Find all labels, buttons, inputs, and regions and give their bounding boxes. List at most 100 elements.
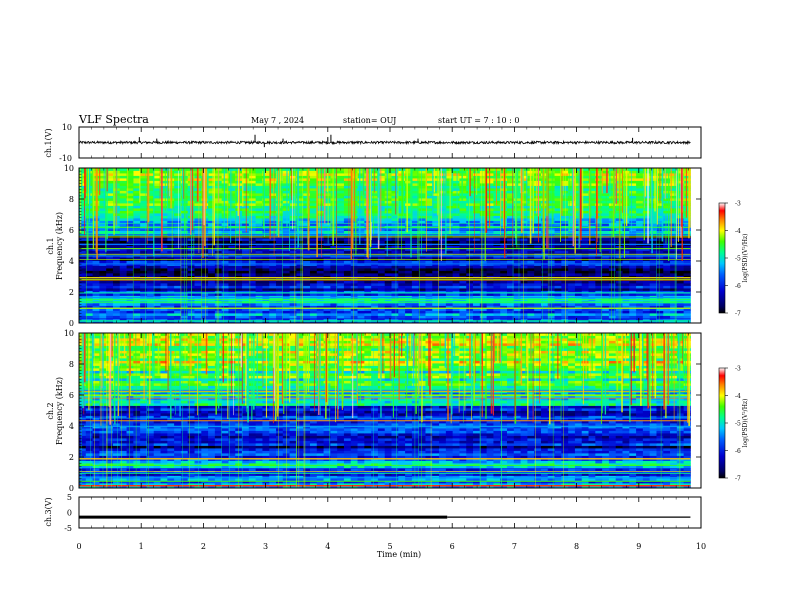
ch1-spectrogram-cell <box>663 190 671 194</box>
ch1-spectrogram-cell <box>513 215 521 219</box>
ch1-spectrogram-cell <box>636 320 644 323</box>
ch1-spectrogram-cell <box>214 275 223 279</box>
ch1-spectrogram-cell <box>289 303 297 306</box>
ch1-spectrogram-cell <box>337 245 345 249</box>
ch1-spectrogram-cell <box>289 250 297 254</box>
ch1-spectrogram-cell <box>174 310 182 314</box>
ch1-spectrogram-cell <box>357 318 365 321</box>
ch1-spectrogram-cell <box>296 293 304 296</box>
ch1-spectrogram-cell <box>581 250 589 254</box>
ch1-spectrogram-cell <box>642 230 651 234</box>
ch1-spectrogram-cell <box>160 313 168 316</box>
ch1-spectrogram-cell <box>303 288 311 291</box>
ch1-spectrogram-cell <box>473 288 481 291</box>
ch1-spectrogram-cell <box>364 265 372 269</box>
ch1-spectrogram-cell <box>112 275 121 279</box>
ch1-spectrogram-cell <box>119 305 127 309</box>
ch1-spectrogram-cell <box>670 310 678 314</box>
ch1-spectrogram-cell <box>574 265 583 269</box>
ch1-spectrogram-cell <box>432 230 440 234</box>
ch1-spectrogram-cell <box>323 268 331 271</box>
ch1-spectrogram-cell <box>153 285 161 289</box>
ch1-spectrogram-cell <box>133 238 141 241</box>
ch1-spectrogram-cell <box>194 320 202 323</box>
ch1-spectrogram-cell <box>527 308 535 311</box>
ch1-spectrogram-cell <box>146 190 155 194</box>
ch1-spectrogram-cell <box>493 238 501 241</box>
ch1-spectrogram-cell <box>507 188 515 191</box>
ch1-spectrogram-cell <box>126 270 134 274</box>
ch1-spectrogram-cell <box>112 313 121 316</box>
ch1-spectrogram-cell <box>622 308 630 311</box>
ch1-spectrogram-cell <box>214 230 223 234</box>
ch1-spectrogram-cell <box>608 270 617 274</box>
ch1-spectrogram-cell <box>316 318 324 321</box>
ch1-spectrogram-cell <box>309 318 318 321</box>
ch1-spectrogram-cell <box>262 255 270 259</box>
ch1-spectrogram-cell <box>106 320 114 323</box>
ch1-spectrogram-cell <box>269 223 277 226</box>
ch1-spectrogram-cell <box>208 208 216 211</box>
ch1-spectrogram-cell <box>235 303 243 306</box>
ch1-spectrogram-cell <box>92 280 100 284</box>
ch1-spectrogram-cell <box>568 255 576 259</box>
ch1-spectrogram-cell <box>500 275 508 279</box>
ch1-spectrogram-cell <box>208 315 216 319</box>
ch1-spectrogram-cell <box>676 280 685 284</box>
ch1-spectrogram-cell <box>670 203 678 206</box>
ch1-spectrogram-cell <box>133 185 141 189</box>
ch1-spectrogram-cell <box>418 240 426 244</box>
ch1-spectrogram-cell <box>670 193 678 196</box>
ch1-spectrogram-cell <box>99 255 107 259</box>
ch1-spectrogram-cell <box>513 230 521 234</box>
ch1-spectrogram-cell <box>425 190 433 194</box>
ch1-spectrogram-cell <box>309 223 318 226</box>
ch1-spectrogram-cell <box>581 273 589 276</box>
ch1-spectrogram-cell <box>235 273 243 276</box>
ch1-spectrogram-cell <box>133 293 141 296</box>
ch1-spectrogram-cell <box>153 275 161 279</box>
ch1-spectrogram-cell <box>146 248 155 251</box>
ch1-spectrogram-cell <box>309 215 318 219</box>
ch1-spectrogram-cell <box>248 230 257 234</box>
ch1-spectrogram-cell <box>588 285 596 289</box>
ch1-spectrogram-cell <box>520 193 528 196</box>
ch1-spectrogram-cell <box>520 218 528 221</box>
ch1-spectrogram-cell <box>670 285 678 289</box>
ch1-spectrogram-cell <box>330 285 338 289</box>
ch1-spectrogram-cell <box>133 250 141 254</box>
ch1-spectrogram-cell <box>439 203 447 206</box>
ch1-spectrogram-cell <box>418 290 426 294</box>
ch1-spectrogram-cell <box>500 285 508 289</box>
ch1-spectrogram-cell <box>513 198 521 201</box>
ch1-spectrogram-cell <box>323 283 331 286</box>
ch1-spectrogram-cell <box>146 273 155 276</box>
ch1-spectrogram-cell <box>337 260 345 264</box>
ch1-spectrogram-cell <box>479 223 488 226</box>
ch1-spectrogram-cell <box>473 223 481 226</box>
ch1-spectrogram-cell <box>520 220 528 224</box>
ch1-spectrogram-cell <box>99 215 107 219</box>
ch1-spectrogram-cell <box>649 313 657 316</box>
ch1-spectrogram-cell <box>432 305 440 309</box>
ch1-spectrogram-cell <box>405 255 413 259</box>
ch1-spectrogram-cell <box>595 185 603 189</box>
ch1-spectrogram-cell <box>316 203 324 206</box>
ch1-spectrogram-cell <box>636 230 644 234</box>
ch1-spectrogram-cell <box>656 280 664 284</box>
ch1-spectrogram-cell <box>520 205 528 209</box>
ch1-spectrogram-cell <box>146 208 155 211</box>
ch1-spectrogram-cell <box>554 240 562 244</box>
ch1-spectrogram-cell <box>602 195 610 199</box>
ch1-spectrogram-cell <box>153 265 161 269</box>
ch1-spectrogram-cell <box>636 290 644 294</box>
ch1-spectrogram-cell <box>174 318 182 321</box>
ch1-spectrogram-cell <box>486 315 494 319</box>
ch1-spectrogram-cell <box>153 185 161 189</box>
ch1-spectrogram-cell <box>146 215 155 219</box>
ch1-spectrogram-cell <box>636 203 644 206</box>
ch1-spectrogram-cell <box>276 270 284 274</box>
ch1-spectrogram-cell <box>656 255 664 259</box>
ch1-spectrogram-cell <box>384 190 392 194</box>
ch1-spectrogram-cell <box>316 315 324 319</box>
